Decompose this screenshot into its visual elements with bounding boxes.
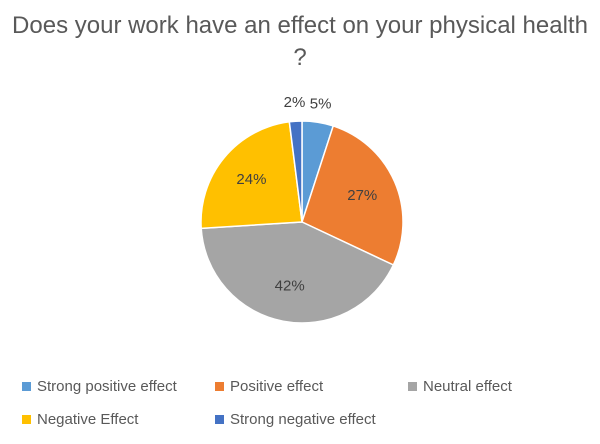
legend-swatch [22, 415, 31, 424]
legend-item: Strong positive effect [22, 370, 215, 403]
pie-slice [200, 221, 395, 324]
legend-item: Positive effect [215, 370, 408, 403]
legend-swatch [408, 382, 417, 391]
legend-swatch [22, 382, 31, 391]
legend-item: Neutral effect [408, 370, 600, 403]
legend-label: Strong negative effect [230, 411, 376, 428]
legend-label: Strong positive effect [37, 378, 177, 395]
legend: Strong positive effect Positive effect Neu… [22, 370, 600, 436]
pie-slice [200, 120, 303, 230]
legend-label: Neutral effect [423, 378, 512, 395]
legend-label: Positive effect [230, 378, 324, 395]
data-label: 42% [275, 277, 305, 294]
data-label: 24% [236, 171, 266, 188]
chart-title: Does your work have an effect on your ph… [12, 12, 588, 71]
legend-item: Strong negative effect [215, 403, 408, 436]
data-label: 27% [347, 187, 377, 204]
pie-slice [301, 124, 404, 267]
pie-slice [288, 120, 303, 223]
legend-swatch [215, 382, 224, 391]
legend-item: Negative Effect [22, 403, 215, 436]
legend-label: Negative Effect [37, 411, 139, 428]
legend-swatch [215, 415, 224, 424]
data-label: 2% [284, 94, 306, 111]
data-label: 5% [310, 95, 332, 112]
